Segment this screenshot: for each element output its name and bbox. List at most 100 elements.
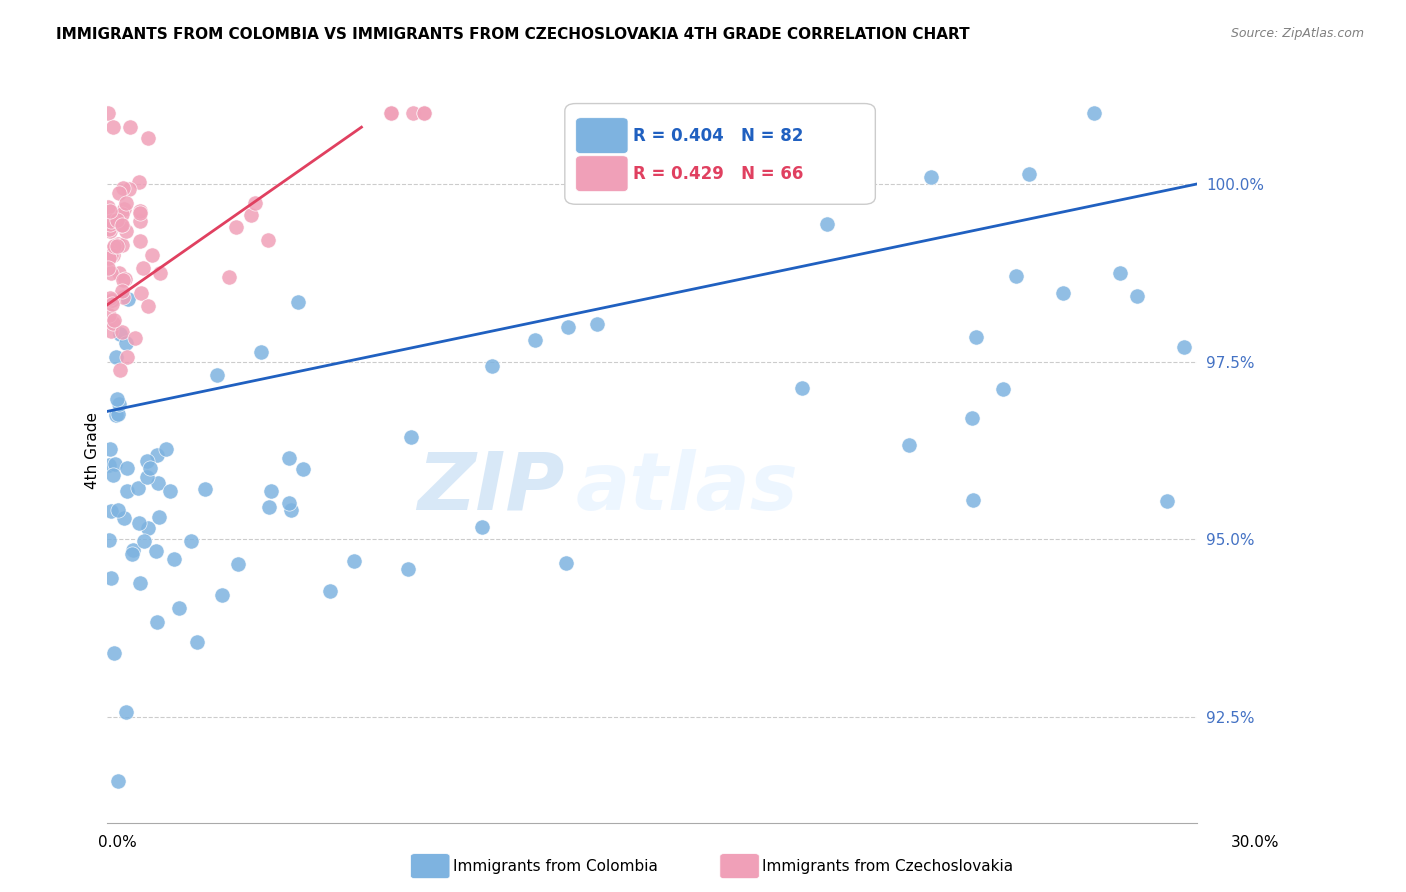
Point	[240, 208, 263, 222]
Point	[245, 195, 267, 210]
Point	[139, 461, 162, 475]
Point	[962, 492, 984, 507]
Point	[111, 325, 134, 339]
Point	[115, 705, 138, 719]
Point	[136, 521, 159, 535]
FancyBboxPatch shape	[565, 103, 876, 204]
Point	[115, 461, 138, 475]
Point	[100, 293, 122, 308]
Point	[159, 483, 181, 498]
Point	[110, 218, 132, 232]
Point	[128, 234, 150, 248]
Point	[186, 635, 208, 649]
Point	[218, 270, 240, 285]
Point	[103, 248, 125, 262]
Point	[792, 381, 814, 395]
Point	[555, 557, 578, 571]
Point	[103, 312, 125, 326]
Point	[920, 170, 942, 185]
Point	[124, 331, 146, 345]
Point	[557, 320, 579, 334]
Point	[103, 238, 125, 252]
Point	[146, 449, 169, 463]
Point	[586, 317, 609, 331]
Point	[1173, 340, 1195, 354]
Point	[97, 200, 120, 214]
Text: ZIP: ZIP	[418, 449, 565, 527]
Point	[115, 350, 138, 364]
Point	[98, 458, 121, 472]
Point	[112, 202, 135, 216]
Point	[257, 233, 280, 247]
Point	[107, 502, 129, 516]
Point	[396, 562, 419, 576]
Point	[129, 214, 152, 228]
Point	[1052, 285, 1074, 300]
Point	[97, 251, 120, 265]
Point	[100, 214, 122, 228]
Point	[100, 324, 122, 338]
Point	[287, 295, 309, 310]
Point	[111, 273, 134, 287]
Text: 0.0%: 0.0%	[98, 836, 138, 850]
Point	[107, 407, 129, 421]
Point	[103, 646, 125, 660]
Point	[128, 516, 150, 530]
Point	[141, 248, 163, 262]
Point	[129, 203, 152, 218]
Point	[98, 224, 121, 238]
Text: R = 0.429   N = 66: R = 0.429 N = 66	[634, 165, 804, 183]
Point	[1018, 167, 1040, 181]
Point	[136, 299, 159, 313]
Point	[1109, 267, 1132, 281]
Point	[128, 175, 150, 189]
Point	[97, 244, 120, 259]
Point	[129, 206, 152, 220]
FancyBboxPatch shape	[575, 156, 628, 192]
Point	[412, 106, 434, 120]
Point	[167, 600, 190, 615]
Point	[249, 345, 271, 359]
Point	[134, 534, 156, 549]
Text: Immigrants from Colombia: Immigrants from Colombia	[453, 859, 658, 873]
Point	[111, 290, 134, 304]
Point	[115, 335, 138, 350]
Point	[815, 217, 838, 231]
Point	[135, 454, 157, 468]
Point	[101, 297, 124, 311]
Point	[103, 317, 125, 331]
Point	[413, 106, 436, 120]
Point	[107, 236, 129, 251]
Point	[98, 533, 121, 547]
Point	[111, 218, 134, 232]
Point	[129, 285, 152, 300]
Point	[107, 266, 129, 280]
Point	[148, 476, 170, 491]
Point	[117, 292, 139, 306]
Point	[111, 284, 134, 298]
Point	[100, 248, 122, 262]
Point	[145, 543, 167, 558]
Point	[226, 557, 249, 571]
Point	[163, 552, 186, 566]
Point	[399, 430, 422, 444]
Point	[118, 182, 141, 196]
Point	[98, 204, 121, 219]
Point	[97, 222, 120, 236]
Point	[112, 510, 135, 524]
Point	[120, 120, 142, 134]
Point	[114, 272, 136, 286]
Point	[110, 327, 132, 342]
Point	[1126, 289, 1149, 303]
Point	[121, 547, 143, 561]
Point	[291, 462, 314, 476]
Point	[280, 502, 302, 516]
Point	[108, 363, 131, 377]
Point	[108, 397, 131, 411]
Text: Immigrants from Czechoslovakia: Immigrants from Czechoslovakia	[762, 859, 1014, 873]
Point	[101, 120, 124, 135]
Point	[104, 457, 127, 471]
Point	[1156, 494, 1178, 508]
Point	[991, 382, 1014, 396]
Point	[100, 504, 122, 518]
